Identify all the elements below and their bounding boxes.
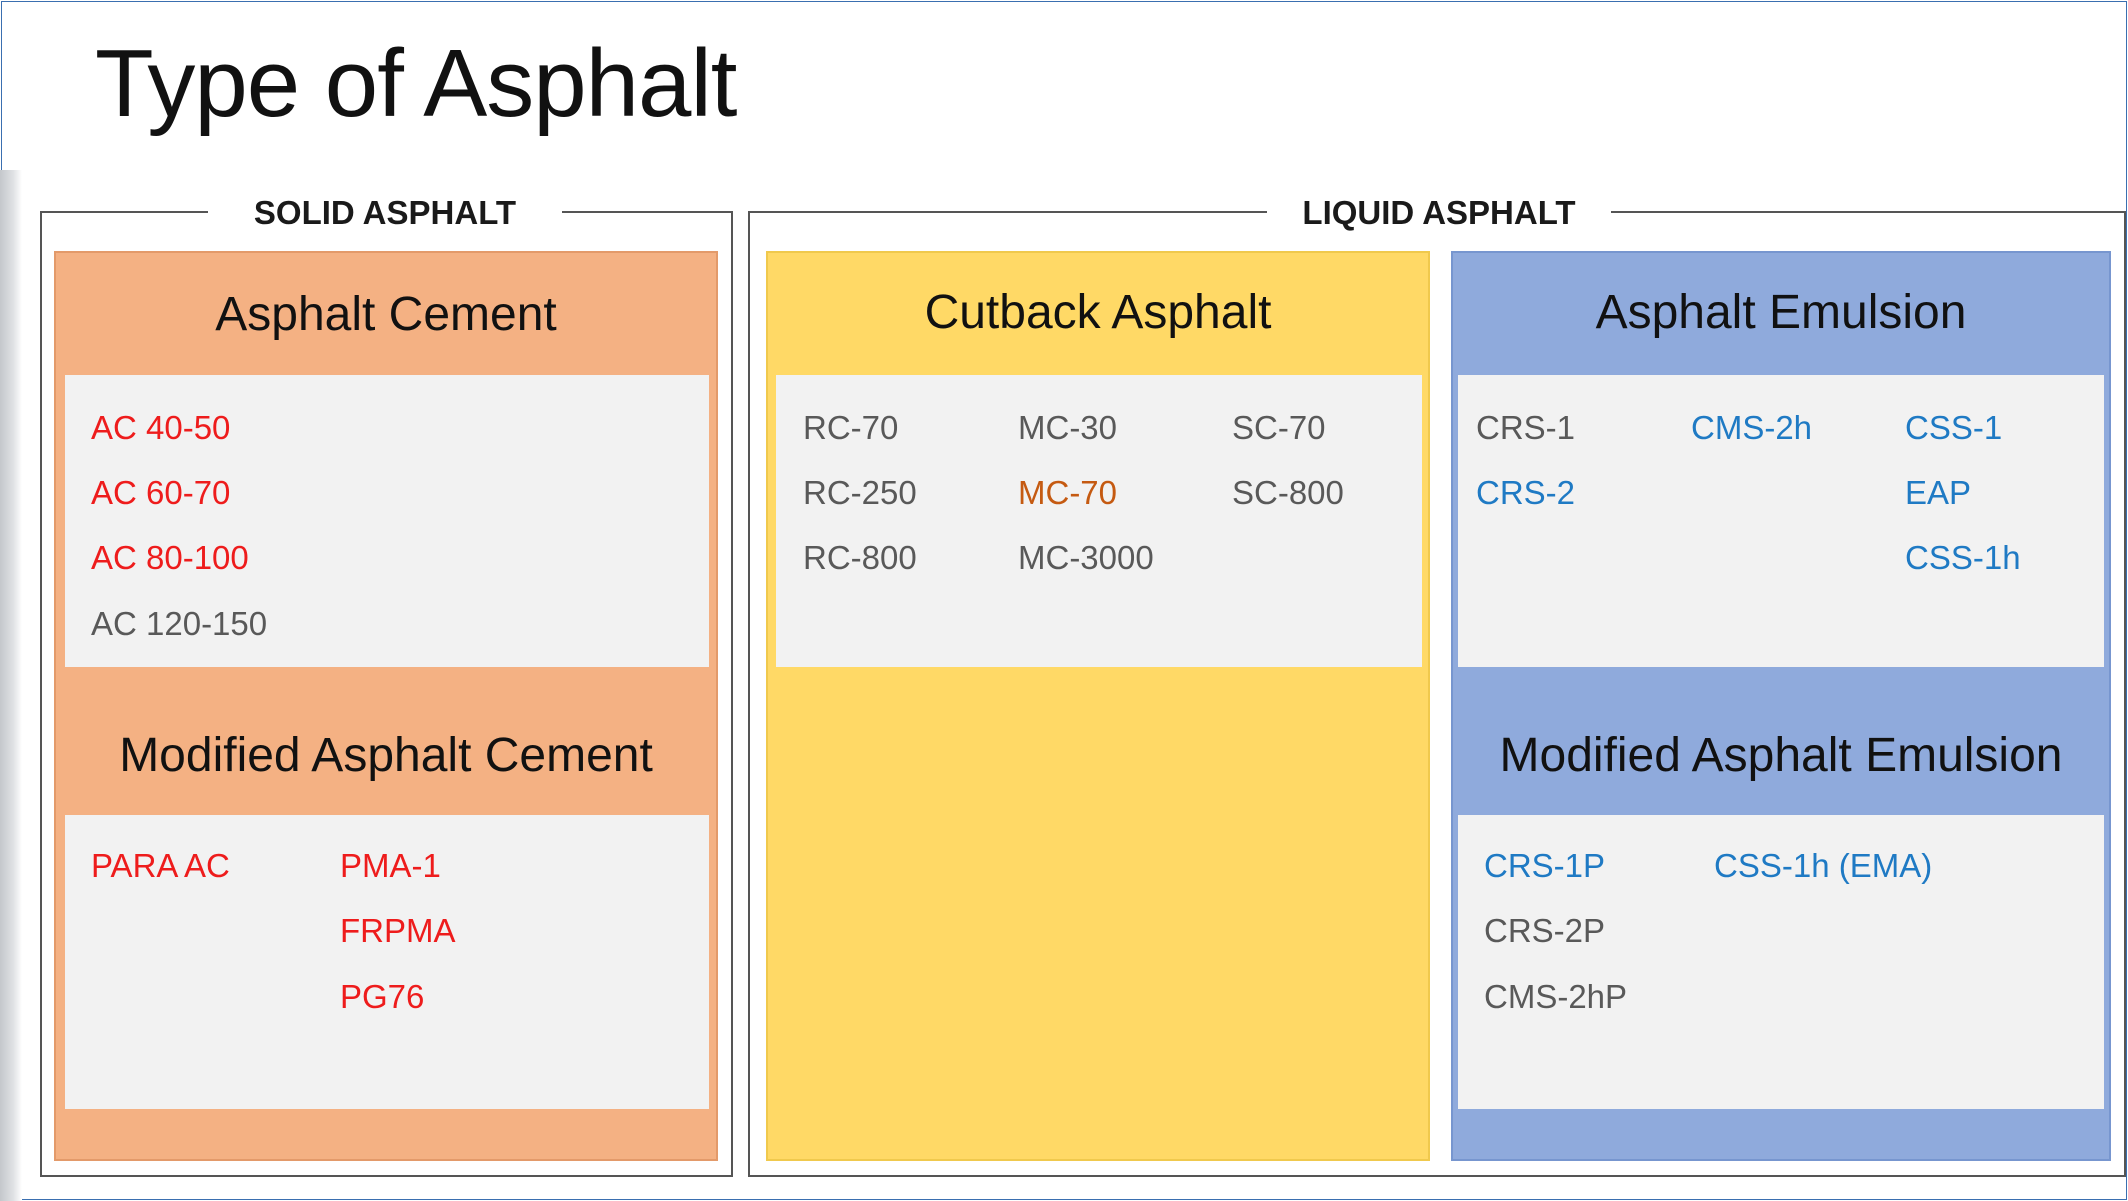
cutback-asphalt-column: Cutback Asphalt RC-70 MC-30 SC-70 RC-250… [766, 251, 1430, 1161]
asphalt-cement-title: Asphalt Cement [215, 288, 557, 341]
list-item: CRS-1P [1484, 847, 1606, 884]
list-item: AC 80-100 [91, 539, 249, 576]
list-item: AC 60-70 [91, 474, 231, 511]
list-item: PARA AC [91, 847, 230, 884]
list-item: CRS-2P [1484, 912, 1606, 949]
list-item: MC-70 [1018, 474, 1118, 511]
list-item: PMA-1 [340, 847, 441, 884]
modified-asphalt-emulsion-title: Modified Asphalt Emulsion [1499, 729, 2063, 782]
page-title: Type of Asphalt [95, 30, 737, 137]
modified-asphalt-emulsion-panel: CRS-1P CSS-1h (EMA) CRS-2P CMS-2hP [1458, 815, 2104, 1109]
solid-asphalt-label: SOLID ASPHALT [208, 178, 562, 248]
list-item: RC-800 [803, 539, 917, 576]
list-item: AC 120-150 [91, 605, 268, 642]
list-item: SC-70 [1232, 409, 1326, 446]
modified-asphalt-cement-title: Modified Asphalt Cement [119, 729, 653, 782]
list-item: CMS-2hP [1484, 978, 1628, 1015]
liquid-asphalt-label: LIQUID ASPHALT [1267, 178, 1611, 248]
asphalt-emulsion-panel: CRS-1 CMS-2h CSS-1 CRS-2 EAP CSS-1h [1458, 375, 2104, 667]
list-item: CSS-1h [1905, 539, 2021, 576]
asphalt-cement-panel: AC 40-50 AC 60-70 AC 80-100 AC 120-150 [65, 375, 709, 667]
modified-asphalt-cement-panel: PARA AC PMA-1 FRPMA PG76 [65, 815, 709, 1109]
list-item: MC-3000 [1018, 539, 1154, 576]
asphalt-cement-column: Asphalt Cement AC 40-50 AC 60-70 AC 80-1… [54, 251, 718, 1161]
list-item: CRS-1 [1476, 409, 1576, 446]
left-edge-shadow [0, 170, 22, 1201]
list-item: CSS-1 [1905, 409, 2003, 446]
list-item: RC-70 [803, 409, 899, 446]
list-item: RC-250 [803, 474, 917, 511]
list-item: CRS-2 [1476, 474, 1576, 511]
asphalt-emulsion-column: Asphalt Emulsion CRS-1 CMS-2h CSS-1 CRS-… [1451, 251, 2111, 1161]
list-item: AC 40-50 [91, 409, 231, 446]
cutback-asphalt-panel: RC-70 MC-30 SC-70 RC-250 MC-70 SC-800 RC… [776, 375, 1422, 667]
cutback-asphalt-title: Cutback Asphalt [924, 286, 1272, 339]
list-item: CMS-2h [1691, 409, 1813, 446]
list-item: MC-30 [1018, 409, 1118, 446]
list-item: FRPMA [340, 912, 456, 949]
list-item: CSS-1h (EMA) [1714, 847, 1933, 884]
list-item: PG76 [340, 978, 425, 1015]
list-item: EAP [1905, 474, 1972, 511]
asphalt-emulsion-title: Asphalt Emulsion [1595, 286, 1967, 339]
list-item: SC-800 [1232, 474, 1344, 511]
